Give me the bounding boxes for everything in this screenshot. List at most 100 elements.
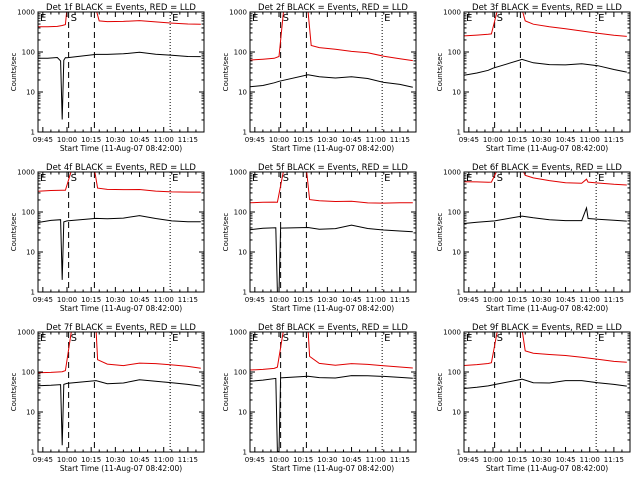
x-axis-label: Start Time (11-Aug-07 08:42:00) (272, 144, 394, 153)
x-tick-label: 10:00 (269, 136, 289, 144)
events-series-line (38, 379, 201, 446)
y-tick-label: 1 (243, 129, 247, 137)
events-series-line (464, 58, 627, 76)
marker-label: E (252, 333, 258, 344)
plot-frame (463, 171, 631, 293)
plot-frame (463, 11, 631, 133)
marker-label: E (466, 173, 472, 184)
x-tick-label: 10:00 (269, 456, 289, 464)
x-tick-label: 10:00 (57, 456, 77, 464)
plot-frame (249, 11, 417, 133)
y-axis-label: Counts/sec (10, 213, 18, 252)
marker-label: E (40, 13, 46, 24)
x-tick-label: 09:45 (33, 456, 53, 464)
y-tick-label: 1000 (229, 329, 247, 337)
marker-label: E (384, 333, 390, 344)
y-tick-label: 1000 (443, 169, 461, 177)
x-tick-label: 10:30 (317, 136, 337, 144)
events-series-line (464, 206, 627, 224)
x-tick-label: 11:00 (154, 296, 174, 304)
x-tick-label: 10:15 (507, 136, 527, 144)
y-tick-label: 1000 (17, 169, 35, 177)
x-tick-label: 10:45 (129, 296, 149, 304)
marker-label: E (40, 333, 46, 344)
y-tick-label: 100 (234, 209, 247, 217)
plot-frame (463, 331, 631, 453)
plot-frame (37, 171, 205, 293)
marker-label: S (283, 173, 289, 184)
x-tick-label: 10:15 (507, 296, 527, 304)
lld-series-line (464, 172, 627, 186)
marker-label: S (71, 173, 77, 184)
x-tick-label: 09:45 (33, 296, 53, 304)
x-axis-label: Start Time (11-Aug-07 08:42:00) (60, 144, 182, 153)
y-tick-label: 1 (31, 449, 35, 457)
lld-series-line (464, 332, 627, 366)
y-axis-label: Counts/sec (10, 373, 18, 412)
x-tick-label: 10:00 (483, 456, 503, 464)
x-axis-label: Start Time (11-Aug-07 08:42:00) (272, 464, 394, 473)
x-tick-label: 10:30 (105, 456, 125, 464)
x-tick-label: 10:00 (483, 136, 503, 144)
marker-label: S (71, 13, 77, 24)
panel-title: Det 2f BLACK = Events, RED = LLD (258, 3, 408, 13)
x-tick-label: 11:00 (580, 456, 600, 464)
x-tick-label: 11:15 (178, 136, 198, 144)
lld-series-line (38, 332, 201, 374)
x-tick-label: 10:30 (531, 136, 551, 144)
x-tick-label: 11:00 (580, 136, 600, 144)
marker-label: E (598, 13, 604, 24)
marker-label: E (252, 173, 258, 184)
x-axis-label: Start Time (11-Aug-07 08:42:00) (272, 304, 394, 313)
x-tick-label: 11:15 (390, 296, 410, 304)
plot-frame (249, 171, 417, 293)
panel-title: Det 4f BLACK = Events, RED = LLD (46, 163, 196, 173)
marker-label: S (497, 13, 503, 24)
lld-series-line (38, 12, 201, 28)
y-tick-label: 100 (22, 49, 35, 57)
x-axis-label: Start Time (11-Aug-07 08:42:00) (486, 304, 608, 313)
x-tick-label: 11:00 (366, 296, 386, 304)
y-axis-label: Counts/sec (436, 373, 444, 412)
marker-label: E (466, 333, 472, 344)
y-tick-label: 1000 (17, 329, 35, 337)
y-tick-label: 100 (234, 369, 247, 377)
y-tick-label: 100 (22, 369, 35, 377)
x-tick-label: 10:45 (341, 136, 361, 144)
x-tick-label: 10:15 (293, 296, 313, 304)
marker-label: S (283, 13, 289, 24)
lld-series-line (250, 172, 413, 204)
events-series-line (38, 51, 201, 120)
panel-title: Det 3f BLACK = Events, RED = LLD (472, 3, 622, 13)
marker-label: E (40, 173, 46, 184)
x-axis-label: Start Time (11-Aug-07 08:42:00) (60, 304, 182, 313)
y-tick-label: 1 (31, 129, 35, 137)
y-tick-label: 100 (22, 209, 35, 217)
events-series-line (38, 215, 201, 280)
x-tick-label: 09:45 (459, 136, 479, 144)
x-tick-label: 11:15 (390, 456, 410, 464)
x-tick-label: 10:45 (341, 296, 361, 304)
y-tick-label: 100 (448, 49, 461, 57)
x-tick-label: 11:15 (604, 296, 624, 304)
marker-label: E (172, 333, 178, 344)
x-tick-label: 09:45 (245, 456, 265, 464)
y-tick-label: 1000 (443, 9, 461, 17)
x-tick-label: 10:45 (555, 456, 575, 464)
x-tick-label: 11:15 (178, 296, 198, 304)
x-tick-label: 10:15 (293, 136, 313, 144)
plot-frame (37, 11, 205, 133)
events-series-line (250, 224, 413, 292)
marker-label: E (384, 173, 390, 184)
x-tick-label: 09:45 (459, 296, 479, 304)
x-tick-label: 09:45 (245, 296, 265, 304)
y-tick-label: 10 (238, 89, 247, 97)
y-tick-label: 10 (238, 409, 247, 417)
x-axis-label: Start Time (11-Aug-07 08:42:00) (486, 144, 608, 153)
marker-label: E (598, 173, 604, 184)
